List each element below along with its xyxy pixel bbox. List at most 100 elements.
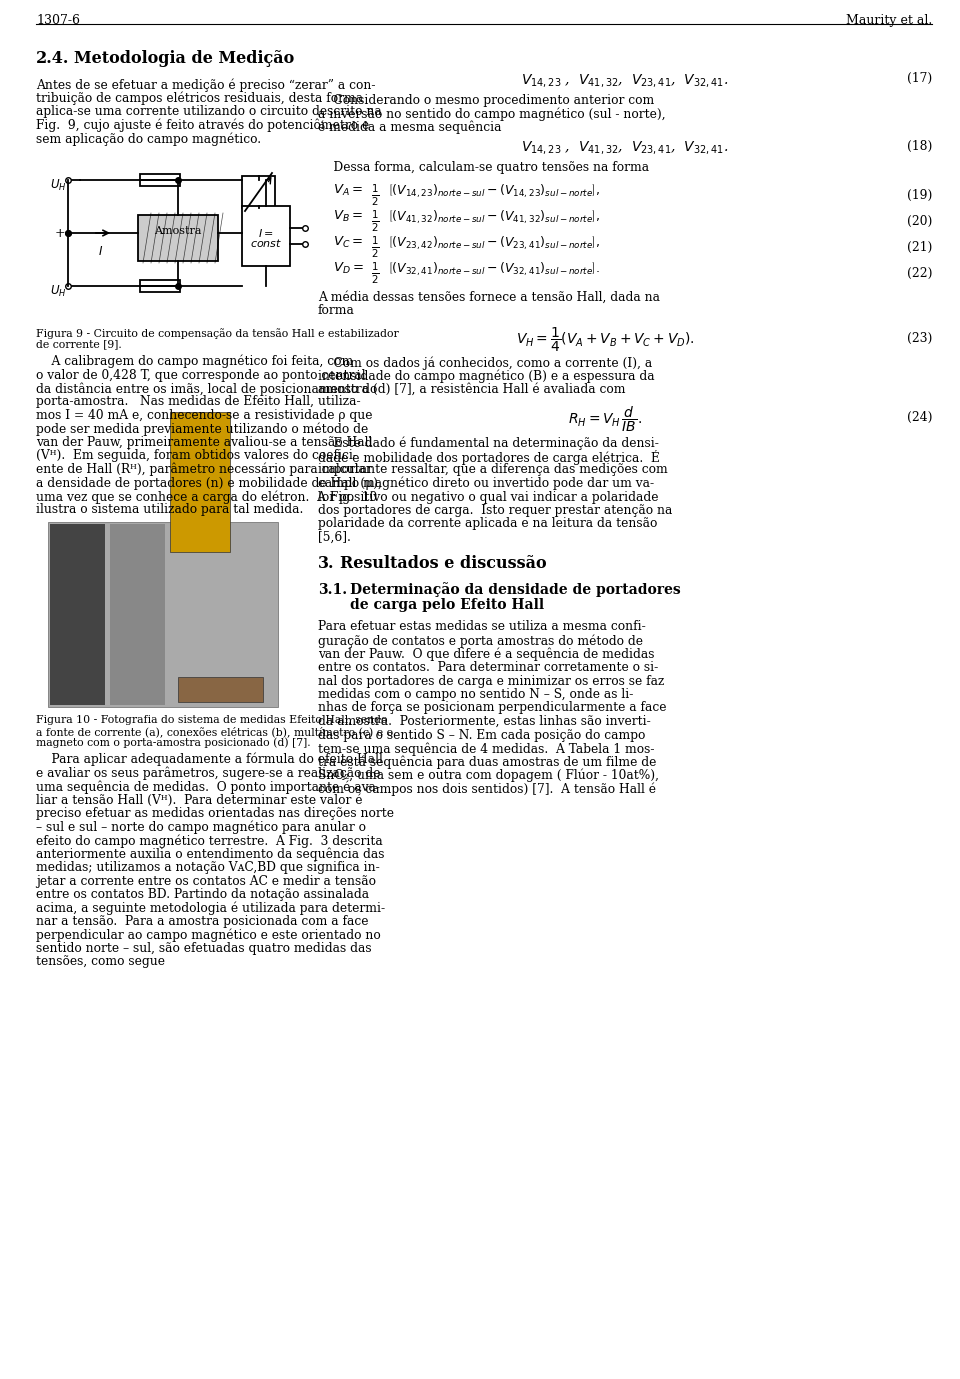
Bar bbox=[110, 524, 165, 705]
Text: 3.1.: 3.1. bbox=[318, 582, 348, 597]
Text: A calibragem do campo magnético foi feita, com: A calibragem do campo magnético foi feit… bbox=[36, 354, 353, 368]
Text: tra está sequência para duas amostras de um filme de: tra está sequência para duas amostras de… bbox=[318, 756, 657, 769]
Text: Para efetuar estas medidas se utiliza a mesma confi-: Para efetuar estas medidas se utiliza a … bbox=[318, 621, 646, 633]
Text: Resultados e discussão: Resultados e discussão bbox=[340, 554, 546, 571]
Text: e avaliar os seus parâmetros, sugere-se a realização de: e avaliar os seus parâmetros, sugere-se … bbox=[36, 767, 380, 781]
Bar bbox=[50, 524, 105, 705]
Text: é medida a mesma sequência: é medida a mesma sequência bbox=[318, 121, 501, 135]
Text: $V_B =$: $V_B =$ bbox=[333, 210, 363, 225]
Text: da distância entre os imãs, local de posicionamento do: da distância entre os imãs, local de pos… bbox=[36, 382, 377, 396]
Text: Considerando o mesmo procedimento anterior com: Considerando o mesmo procedimento anteri… bbox=[318, 94, 655, 108]
Text: Este dado é fundamental na determinação da densi-: Este dado é fundamental na determinação … bbox=[318, 437, 659, 450]
Text: Fig.  9, cujo ajuste é feito através do potenciômetro e: Fig. 9, cujo ajuste é feito através do p… bbox=[36, 119, 370, 132]
Text: $R_H = V_H\,\dfrac{d}{IB}.$: $R_H = V_H\,\dfrac{d}{IB}.$ bbox=[568, 404, 642, 434]
Text: polaridade da corrente aplicada e na leitura da tensão: polaridade da corrente aplicada e na lei… bbox=[318, 517, 658, 531]
Text: a fonte de corrente (a), conexões elétricas (b), multímetro (c) e o: a fonte de corrente (a), conexões elétri… bbox=[36, 725, 394, 736]
Text: Com os dados já conhecidos, como a corrente (I), a: Com os dados já conhecidos, como a corre… bbox=[318, 356, 652, 370]
Bar bbox=[242, 205, 290, 266]
Text: amostra (d) [7], a resistência Hall é avaliada com: amostra (d) [7], a resistência Hall é av… bbox=[318, 383, 626, 396]
Text: van der Pauw, primeiramente avaliou-se a tensão Hall: van der Pauw, primeiramente avaliou-se a… bbox=[36, 436, 372, 450]
Text: +: + bbox=[55, 228, 65, 240]
Text: guração de contatos e porta amostras do método de: guração de contatos e porta amostras do … bbox=[318, 634, 643, 648]
Text: preciso efetuar as medidas orientadas nas direções norte: preciso efetuar as medidas orientadas na… bbox=[36, 807, 394, 821]
Text: $\frac{1}{2}$: $\frac{1}{2}$ bbox=[371, 183, 379, 208]
Text: intensidade do campo magnético (B) e a espessura da: intensidade do campo magnético (B) e a e… bbox=[318, 370, 655, 383]
Text: pode ser medida previamente utilizando o método de: pode ser medida previamente utilizando o… bbox=[36, 422, 369, 436]
Text: (22): (22) bbox=[906, 268, 932, 280]
Text: lor positivo ou negativo o qual vai indicar a polaridade: lor positivo ou negativo o qual vai indi… bbox=[318, 491, 659, 503]
Text: $I$: $I$ bbox=[99, 245, 104, 258]
Text: Antes de se efetuar a medição é preciso “zerar” a con-: Antes de se efetuar a medição é preciso … bbox=[36, 79, 375, 91]
Text: $\frac{1}{2}$: $\frac{1}{2}$ bbox=[371, 210, 379, 234]
Text: dade e mobilidade dos portadores de carga elétrica.  É: dade e mobilidade dos portadores de carg… bbox=[318, 450, 660, 465]
Text: 2.4.: 2.4. bbox=[36, 50, 69, 68]
Text: Dessa forma, calculam-se quatro tensões na forma: Dessa forma, calculam-se quatro tensões … bbox=[318, 161, 649, 175]
Text: 1307-6: 1307-6 bbox=[36, 14, 80, 28]
Text: entre os contatos.  Para determinar corretamente o si-: entre os contatos. Para determinar corre… bbox=[318, 661, 659, 674]
Text: Figura 9 - Circuito de compensação da tensão Hall e estabilizador: Figura 9 - Circuito de compensação da te… bbox=[36, 328, 398, 339]
Text: nar a tensão.  Para a amostra posicionada com a face: nar a tensão. Para a amostra posicionada… bbox=[36, 916, 369, 928]
Bar bbox=[140, 280, 180, 292]
Text: SnO₂, uma sem e outra com dopagem ( Flúor - 10at%),: SnO₂, uma sem e outra com dopagem ( Flúo… bbox=[318, 769, 659, 782]
Text: (19): (19) bbox=[906, 189, 932, 201]
Bar bbox=[242, 177, 275, 208]
Text: Metodologia de Medição: Metodologia de Medição bbox=[74, 50, 295, 68]
Text: ente de Hall (Rᴴ), parâmetro necessário para calcular: ente de Hall (Rᴴ), parâmetro necessário … bbox=[36, 463, 372, 477]
Text: 3.: 3. bbox=[318, 554, 334, 571]
Text: $I =$: $I =$ bbox=[258, 228, 274, 239]
Text: anteriormente auxilia o entendimento da sequência das: anteriormente auxilia o entendimento da … bbox=[36, 848, 385, 860]
Text: (18): (18) bbox=[906, 139, 932, 153]
Text: efeito do campo magnético terrestre.  A Fig.  3 descrita: efeito do campo magnético terrestre. A F… bbox=[36, 834, 383, 848]
Text: $\frac{1}{2}$: $\frac{1}{2}$ bbox=[371, 261, 379, 287]
Text: $V_H = \dfrac{1}{4}\left(V_A + V_B + V_C + V_D\right).$: $V_H = \dfrac{1}{4}\left(V_A + V_B + V_C… bbox=[516, 325, 694, 354]
Text: liar a tensão Hall (Vᴴ).  Para determinar este valor é: liar a tensão Hall (Vᴴ). Para determinar… bbox=[36, 793, 363, 807]
Text: Amostra: Amostra bbox=[155, 226, 202, 236]
Text: $U_H$: $U_H$ bbox=[50, 178, 66, 193]
Text: o valor de 0,428 T, que corresponde ao ponto central: o valor de 0,428 T, que corresponde ao p… bbox=[36, 368, 366, 382]
Text: (23): (23) bbox=[906, 332, 932, 345]
Text: (Vᴴ).  Em seguida, foram obtidos valores do coefici-: (Vᴴ). Em seguida, foram obtidos valores … bbox=[36, 450, 357, 462]
Text: uma vez que se conhece a carga do elétron.  A Fig.  10: uma vez que se conhece a carga do elétro… bbox=[36, 490, 377, 503]
Bar bbox=[48, 523, 278, 707]
Text: Para aplicar adequadamente a fórmula do efeito Hall: Para aplicar adequadamente a fórmula do … bbox=[36, 753, 383, 767]
Text: tensões, como segue: tensões, como segue bbox=[36, 956, 165, 968]
Text: uma sequência de medidas.  O ponto importante é ava-: uma sequência de medidas. O ponto import… bbox=[36, 781, 380, 793]
Text: sem aplicação do campo magnético.: sem aplicação do campo magnético. bbox=[36, 132, 261, 146]
Text: Maurity et al.: Maurity et al. bbox=[846, 14, 932, 28]
Text: $V_{14,23}$ ,  $V_{41,32}$,  $V_{23,41}$,  $V_{32,41}$.: $V_{14,23}$ , $V_{41,32}$, $V_{23,41}$, … bbox=[521, 72, 729, 90]
Text: (20): (20) bbox=[906, 215, 932, 228]
Text: porta-amostra.   Nas medidas de Efeito Hall, utiliza-: porta-amostra. Nas medidas de Efeito Hal… bbox=[36, 396, 361, 408]
Bar bbox=[178, 677, 263, 702]
Text: campo magnético direto ou invertido pode dar um va-: campo magnético direto ou invertido pode… bbox=[318, 477, 654, 491]
Text: $V_{14,23}$ ,  $V_{41,32}$,  $V_{23,41}$,  $V_{32,41}$.: $V_{14,23}$ , $V_{41,32}$, $V_{23,41}$, … bbox=[521, 139, 729, 156]
Text: medidas com o campo no sentido N – S, onde as li-: medidas com o campo no sentido N – S, on… bbox=[318, 688, 634, 701]
Text: $V_C =$: $V_C =$ bbox=[333, 234, 363, 250]
Text: a inversão no sentido do campo magnético (sul - norte),: a inversão no sentido do campo magnético… bbox=[318, 108, 665, 121]
Text: a densidade de portadores (n) e mobilidade de Hall (μ),: a densidade de portadores (n) e mobilida… bbox=[36, 477, 382, 490]
Text: jetar a corrente entre os contatos AC e medir a tensão: jetar a corrente entre os contatos AC e … bbox=[36, 874, 376, 888]
Text: A média dessas tensões fornece a tensão Hall, dada na: A média dessas tensões fornece a tensão … bbox=[318, 291, 660, 303]
Text: forma: forma bbox=[318, 305, 355, 317]
Text: $\frac{1}{2}$: $\frac{1}{2}$ bbox=[371, 234, 379, 261]
Text: tribuição de campos elétricos residuais, desta forma: tribuição de campos elétricos residuais,… bbox=[36, 91, 363, 105]
Text: mos I = 40 mA e, conhecendo-se a resistividade ρ que: mos I = 40 mA e, conhecendo-se a resisti… bbox=[36, 410, 372, 422]
Text: medidas; utilizamos a notação VᴀC,BD que significa in-: medidas; utilizamos a notação VᴀC,BD que… bbox=[36, 860, 380, 874]
Text: $\left[(V_{41,32})_{norte-sul} - (V_{41,32})_{sul-norte}\right],$: $\left[(V_{41,32})_{norte-sul} - (V_{41,… bbox=[388, 210, 600, 226]
Bar bbox=[170, 412, 230, 552]
Text: perpendicular ao campo magnético e este orientado no: perpendicular ao campo magnético e este … bbox=[36, 928, 381, 942]
Text: sentido norte – sul, são efetuadas quatro medidas das: sentido norte – sul, são efetuadas quatr… bbox=[36, 942, 372, 956]
Text: van der Pauw.  O que difere é a sequência de medidas: van der Pauw. O que difere é a sequência… bbox=[318, 648, 655, 661]
Text: $const$: $const$ bbox=[250, 237, 282, 250]
Text: Determinação da densidade de portadores: Determinação da densidade de portadores bbox=[350, 582, 681, 597]
Text: (24): (24) bbox=[906, 411, 932, 423]
Text: $U_H$: $U_H$ bbox=[50, 284, 66, 299]
Text: $\left[(V_{14,23})_{norte-sul} - (V_{14,23})_{sul-norte}\right],$: $\left[(V_{14,23})_{norte-sul} - (V_{14,… bbox=[388, 183, 600, 200]
Text: $\left[(V_{23,42})_{norte-sul} - (V_{23,41})_{sul-norte}\right],$: $\left[(V_{23,42})_{norte-sul} - (V_{23,… bbox=[388, 234, 600, 252]
Text: (17): (17) bbox=[907, 72, 932, 85]
Text: $V_A =$: $V_A =$ bbox=[333, 183, 363, 199]
Text: acima, a seguinte metodologia é utilizada para determi-: acima, a seguinte metodologia é utilizad… bbox=[36, 902, 385, 916]
Text: de corrente [9].: de corrente [9]. bbox=[36, 339, 122, 349]
Text: tem-se uma sequência de 4 medidas.  A Tabela 1 mos-: tem-se uma sequência de 4 medidas. A Tab… bbox=[318, 742, 655, 756]
Text: entre os contatos BD. Partindo da notação assinalada: entre os contatos BD. Partindo da notaçã… bbox=[36, 888, 370, 900]
Text: $\left[(V_{32,41})_{norte-sul} - (V_{32,41})_{sul-norte}\right].$: $\left[(V_{32,41})_{norte-sul} - (V_{32,… bbox=[388, 261, 600, 279]
